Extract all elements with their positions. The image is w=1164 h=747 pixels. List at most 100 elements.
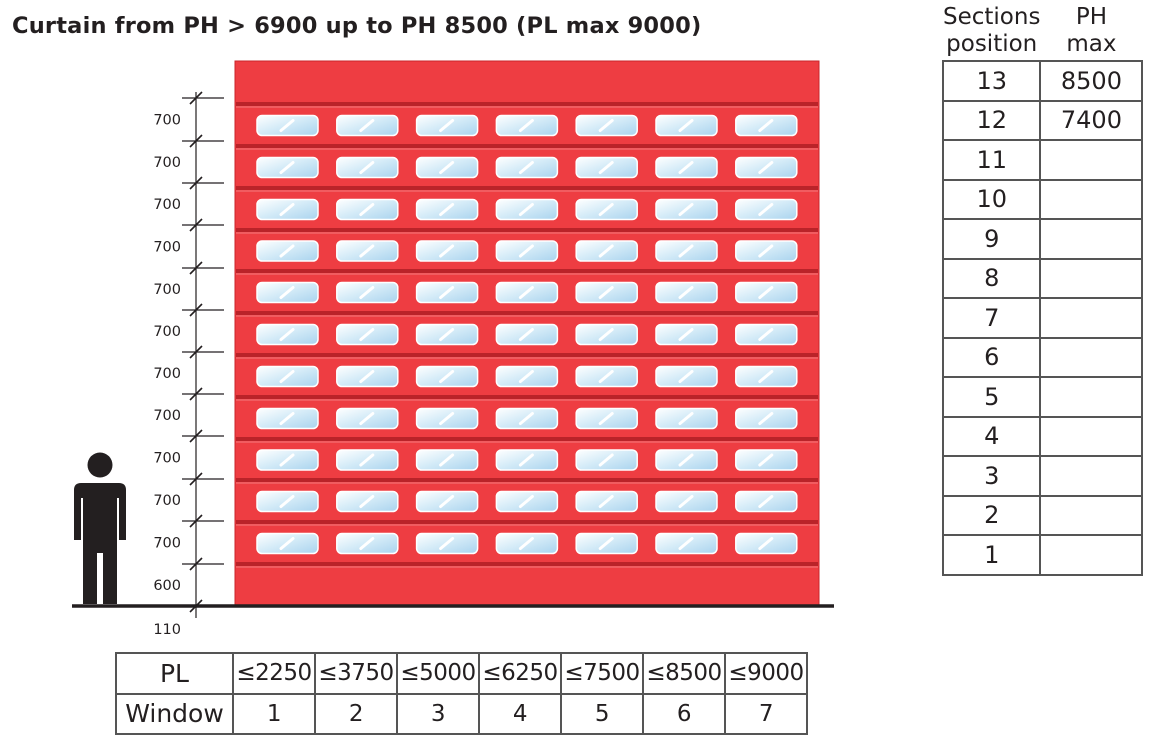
glazed-window-icon bbox=[336, 490, 399, 513]
glazed-window-icon bbox=[256, 281, 319, 304]
section-row: 13 8500 bbox=[941, 60, 1144, 102]
section-joint-highlight bbox=[236, 106, 818, 108]
section-height-label: 700 bbox=[153, 408, 181, 424]
window-count-cell: 4 bbox=[478, 692, 562, 735]
section-joint bbox=[236, 437, 818, 441]
pl-row-label: PL bbox=[115, 652, 234, 695]
pl-window-table: PL ≤2250 ≤3750 ≤5000 ≤6250 ≤7500 ≤8500 ≤9000 W… bbox=[115, 652, 808, 735]
section-joint bbox=[236, 478, 818, 482]
glazed-window-icon bbox=[575, 365, 638, 388]
section-joint bbox=[236, 186, 818, 190]
curtain-windows bbox=[256, 114, 798, 555]
ph-max-cell: 8500 bbox=[1039, 60, 1144, 102]
glazed-window-icon bbox=[575, 240, 638, 262]
glazed-window-icon bbox=[735, 407, 798, 430]
window-count-cell: 2 bbox=[314, 692, 398, 735]
curtain-sections bbox=[236, 102, 818, 568]
section-row: 6 bbox=[941, 336, 1144, 378]
dimension-labels: 700 700 700 700 700 700 700 700 700 700 700 600 110 bbox=[153, 113, 181, 639]
glazed-window-icon bbox=[655, 156, 718, 179]
person-silhouette-icon bbox=[74, 452, 126, 604]
ph-max-cell bbox=[1039, 494, 1144, 536]
sections-table-header: Sections position PH max bbox=[943, 4, 1142, 61]
glazed-window-icon bbox=[575, 323, 638, 346]
ph-max-cell: 7400 bbox=[1039, 99, 1144, 141]
glazed-window-icon bbox=[415, 365, 479, 388]
section-joint-highlight bbox=[236, 524, 818, 526]
section-height-label: 700 bbox=[153, 240, 181, 256]
glazed-window-icon bbox=[336, 323, 399, 346]
section-joint-highlight bbox=[236, 315, 818, 317]
glazed-window-icon bbox=[575, 114, 638, 137]
section-row: 11 bbox=[941, 139, 1144, 181]
glazed-window-icon bbox=[336, 240, 399, 262]
glazed-window-icon bbox=[256, 156, 319, 179]
section-row: 10 bbox=[941, 178, 1144, 220]
section-row: 12 7400 bbox=[941, 99, 1144, 141]
section-joint bbox=[236, 228, 818, 232]
section-height-label: 700 bbox=[153, 113, 181, 129]
glazed-window-icon bbox=[575, 407, 638, 430]
section-row: 9 bbox=[941, 218, 1144, 260]
glazed-window-icon bbox=[735, 490, 798, 513]
pl-value-cell: ≤2250 bbox=[232, 652, 316, 695]
glazed-window-icon bbox=[495, 365, 559, 388]
glazed-window-icon bbox=[575, 281, 638, 304]
glazed-window-icon bbox=[415, 198, 479, 221]
glazed-window-icon bbox=[256, 449, 319, 471]
window-count-cell: 3 bbox=[396, 692, 480, 735]
section-position-cell: 6 bbox=[941, 336, 1042, 378]
sections-table: Sections position PH max 13 8500 12 7400 11 1… bbox=[941, 4, 1144, 576]
section-joint-highlight bbox=[236, 399, 818, 401]
glazed-window-icon bbox=[735, 114, 798, 137]
ph-max-cell bbox=[1039, 297, 1144, 339]
dimension-slash bbox=[189, 345, 203, 359]
glazed-window-icon bbox=[256, 490, 319, 513]
glazed-window-icon bbox=[575, 490, 638, 513]
section-height-label: 700 bbox=[153, 451, 181, 467]
dimension-slash bbox=[189, 134, 203, 148]
header-word: max bbox=[1066, 31, 1117, 57]
glazed-window-icon bbox=[575, 449, 638, 471]
ph-max-cell bbox=[1039, 415, 1144, 457]
glazed-window-icon bbox=[256, 198, 319, 221]
glazed-window-icon bbox=[575, 198, 638, 221]
glazed-window-icon bbox=[495, 532, 559, 555]
glazed-window-icon bbox=[655, 114, 718, 137]
header-word: position bbox=[946, 31, 1038, 57]
dimension-slash bbox=[189, 387, 203, 401]
header-word: Sections bbox=[943, 4, 1041, 30]
section-row: 4 bbox=[941, 415, 1144, 457]
section-row: 7 bbox=[941, 297, 1144, 339]
glazed-window-icon bbox=[735, 156, 798, 179]
glazed-window-icon bbox=[575, 156, 638, 179]
section-position-cell: 2 bbox=[941, 494, 1042, 536]
section-height-label: 700 bbox=[153, 493, 181, 509]
glazed-window-icon bbox=[415, 240, 479, 262]
section-position-cell: 13 bbox=[941, 60, 1042, 102]
ph-max-header: PH max bbox=[1040, 4, 1142, 61]
page-title: Curtain from PH > 6900 up to PH 8500 (PL… bbox=[12, 13, 702, 39]
glazed-window-icon bbox=[415, 323, 479, 346]
glazed-window-icon bbox=[495, 114, 559, 137]
glazed-window-icon bbox=[256, 365, 319, 388]
ph-max-cell bbox=[1039, 376, 1144, 418]
pl-value-cell: ≤8500 bbox=[642, 652, 726, 695]
glazed-window-icon bbox=[256, 532, 319, 555]
glazed-window-icon bbox=[735, 532, 798, 555]
section-joint bbox=[236, 395, 818, 399]
ph-max-cell bbox=[1039, 139, 1144, 181]
section-height-label: 700 bbox=[153, 282, 181, 298]
glazed-window-icon bbox=[415, 449, 479, 471]
base-height-label: 110 bbox=[153, 622, 181, 638]
glazed-window-icon bbox=[655, 198, 718, 221]
glazed-window-icon bbox=[495, 281, 559, 304]
section-height-label: 700 bbox=[153, 155, 181, 171]
glazed-window-icon bbox=[415, 114, 479, 137]
pl-value-cell: ≤6250 bbox=[478, 652, 562, 695]
dimension-ticks bbox=[182, 91, 224, 613]
glazed-window-icon bbox=[495, 449, 559, 471]
section-position-cell: 12 bbox=[941, 99, 1042, 141]
glazed-window-icon bbox=[415, 490, 479, 513]
dimension-slash bbox=[189, 514, 203, 528]
